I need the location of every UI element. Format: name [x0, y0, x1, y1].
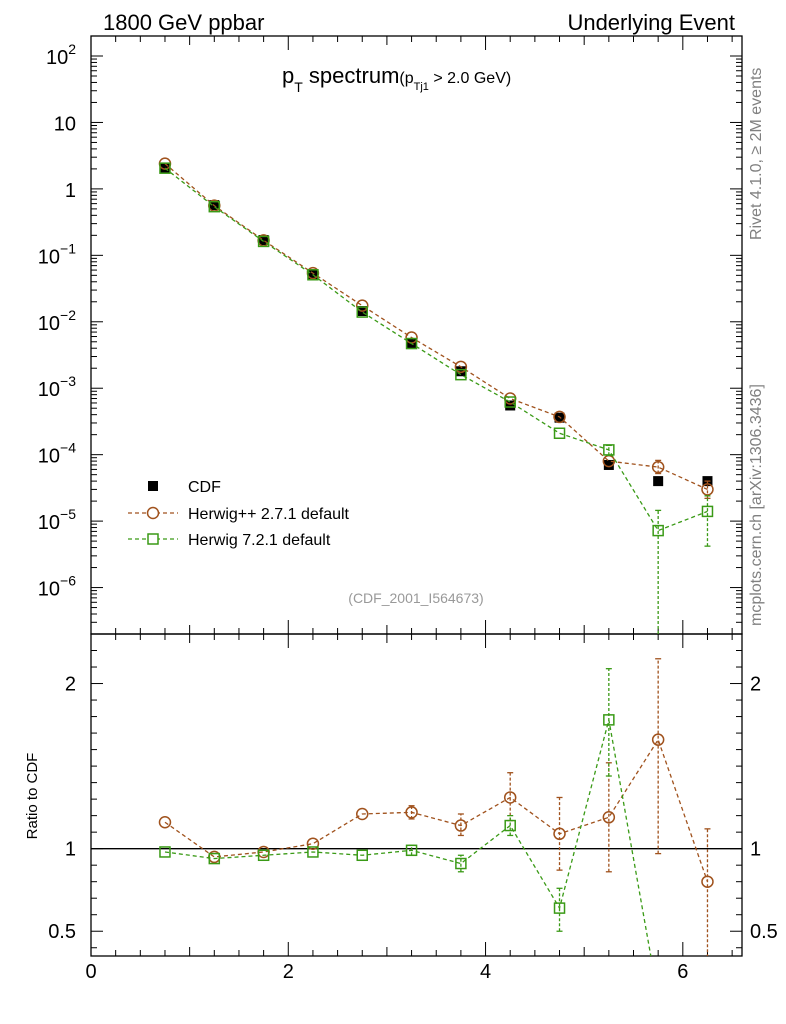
herwig-2-7-1-default-ratio-point	[405, 806, 418, 819]
herwig-7-2-1-default-ratio-point	[553, 902, 566, 914]
ratio-ytick-label: 1	[65, 839, 76, 861]
legend-marker-cdf	[148, 481, 158, 491]
ratio-panel-frame	[90, 633, 743, 957]
herwig-7-2-1-default-ratio-point	[356, 849, 368, 862]
analysis-id: (CDF_2001_I564673)	[348, 590, 483, 606]
herwig-7-2-1-default-ratio-point	[307, 846, 319, 858]
main-data-layer	[158, 157, 714, 634]
herwig-2-7-1-default-ratio-point	[454, 819, 468, 832]
herwig-2-7-1-default-ratio-point	[602, 811, 616, 824]
header-energy: 1800 GeV ppbar	[103, 10, 264, 35]
main-y-tick-labels: 102 10 1 10−1 10−2 10−3 10−4 10−5 10−6	[38, 41, 76, 601]
herwig-7-2-1-default-ratio-point	[405, 844, 418, 857]
legend-label-cdf: CDF	[188, 479, 221, 496]
x-tick-labels: 0 2 4 6	[85, 961, 688, 983]
herwig-2-7-1-default-point	[553, 410, 566, 424]
main-ytick-label: 10−4	[38, 440, 76, 468]
herwig-2-7-1-default-line	[164, 163, 708, 491]
ratio-data-layer	[158, 658, 714, 1002]
main-ytick-label: 10−3	[38, 373, 76, 401]
header-observable: Underlying Event	[567, 10, 735, 35]
plot-title: pT spectrum(pTj1 > 2.0 GeV)	[282, 63, 511, 95]
legend-label-herwig7: Herwig 7.2.1 default	[188, 532, 331, 549]
herwig-7-2-1-default-point	[208, 200, 221, 213]
ratio-ytick-label: 2	[65, 674, 76, 696]
herwig-2-7-1-default-ratio-point	[651, 733, 665, 746]
herwig-7-2-1-default-ratio-point	[455, 857, 467, 870]
legend-marker-herwig7	[147, 533, 159, 545]
x-tick-label: 6	[677, 961, 688, 983]
herwig-2-7-1-default-point	[454, 360, 468, 374]
cdf-point	[258, 235, 269, 246]
x-tick-label: 0	[85, 961, 96, 983]
cdf-point	[505, 400, 516, 411]
cdf-point	[653, 476, 664, 487]
legend-marker-herwigpp	[146, 506, 160, 520]
herwig-7-2-1-default-point	[307, 269, 319, 281]
herwig-7-2-1-default-point	[603, 444, 615, 456]
herwig-2-7-1-default-ratio-point	[306, 837, 320, 850]
herwig-7-2-1-default-ratio-point	[159, 846, 171, 858]
herwig-7-2-1-default-point	[159, 162, 171, 174]
herwig-7-2-1-default-ratio-point	[653, 992, 663, 1002]
ratio-ytick-label: 0.5	[48, 921, 76, 943]
mcplots-label: mcplots.cern.ch [arXiv:1306.3436]	[748, 384, 765, 626]
herwig-2-7-1-default-point	[356, 299, 369, 312]
ratio-axis-ticks	[90, 634, 742, 956]
main-ytick-label: 10−1	[38, 240, 76, 268]
herwig-2-7-1-default-point	[701, 483, 714, 496]
main-axis-ticks	[90, 35, 742, 635]
herwig-2-7-1-default-ratio-point	[356, 807, 369, 821]
herwig-7-2-1-default-point	[356, 306, 368, 318]
herwig-7-2-1-default-ratio-line	[164, 719, 652, 956]
legend-label-herwigpp: Herwig++ 2.7.1 default	[188, 506, 350, 523]
cdf-point	[455, 366, 466, 377]
herwig-7-2-1-default-point	[652, 524, 664, 537]
main-ytick-label: 1	[65, 180, 76, 202]
herwig-7-2-1-default-point	[257, 235, 270, 248]
herwig-7-2-1-default-point	[405, 337, 418, 350]
main-ytick-label: 102	[46, 41, 76, 69]
cdf-point	[603, 459, 614, 470]
herwig-7-2-1-default-ratio-point	[603, 714, 615, 726]
herwig-2-7-1-default-ratio-point	[158, 815, 172, 829]
herwig-7-2-1-default-ratio-point	[208, 852, 221, 865]
herwig-7-2-1-default-point	[504, 396, 516, 408]
x-tick-label: 4	[480, 961, 491, 983]
herwig-7-2-1-default-point	[701, 505, 714, 518]
herwig-2-7-1-default-ratio-point	[553, 827, 566, 841]
legend: CDF Herwig++ 2.7.1 default Herwig 7.2.1 …	[128, 479, 350, 549]
herwig-7-2-1-default-point	[455, 368, 467, 381]
rivet-label: Rivet 4.1.0, ≥ 2M events	[748, 68, 765, 240]
herwig-7-2-1-default-point	[553, 427, 566, 440]
ratio-ytick-label-right: 0.5	[750, 921, 778, 943]
main-ytick-label: 10−6	[38, 573, 76, 601]
herwig-2-7-1-default-ratio-point	[503, 791, 517, 804]
ratio-y-tick-labels: 2 2 1 1 0.5 0.5	[48, 674, 778, 944]
ratio-ytick-label-right: 2	[750, 674, 761, 696]
herwig-7-2-1-default-ratio-point	[257, 849, 270, 862]
herwig-7-2-1-default-ratio-point	[504, 819, 516, 832]
cdf-point	[159, 162, 170, 173]
main-ytick-label: 10	[54, 113, 76, 135]
herwig-2-7-1-default-ratio-point	[701, 875, 714, 888]
main-ytick-label: 10−5	[38, 506, 76, 534]
herwig-2-7-1-default-ratio-line	[164, 738, 709, 882]
herwig-2-7-1-default-point	[651, 460, 665, 474]
ratio-ylabel: Ratio to CDF	[24, 753, 41, 840]
main-ytick-label: 10−2	[38, 307, 76, 335]
x-tick-label: 2	[283, 961, 294, 983]
herwig-7-2-1-default-line	[164, 167, 708, 532]
ratio-ytick-label-right: 1	[750, 839, 761, 861]
